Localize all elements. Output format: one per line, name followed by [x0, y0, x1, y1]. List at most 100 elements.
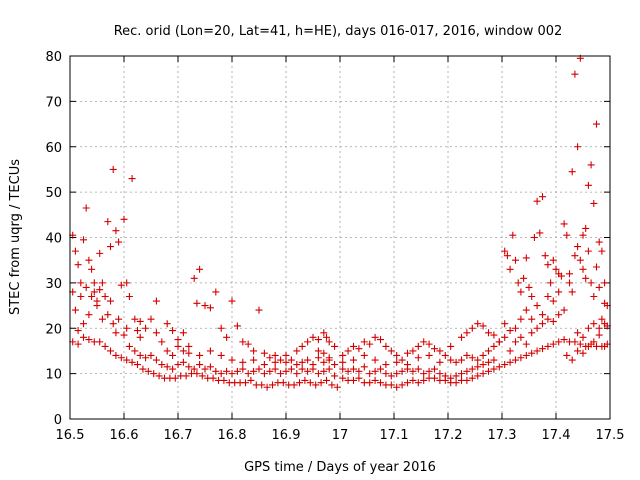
data-point: [74, 327, 82, 335]
data-point: [206, 363, 214, 371]
data-point: [217, 324, 225, 332]
data-point: [263, 383, 271, 391]
data-point: [409, 376, 417, 384]
data-point: [490, 356, 498, 364]
data-point: [185, 363, 193, 371]
data-point: [584, 181, 592, 189]
data-point: [549, 340, 557, 348]
data-point: [115, 315, 123, 323]
data-point: [296, 379, 303, 387]
data-point: [82, 204, 90, 212]
data-point: [371, 356, 379, 364]
data-point: [522, 340, 530, 348]
data-point: [393, 358, 401, 366]
data-point: [552, 265, 560, 273]
data-point: [255, 365, 263, 373]
data-point: [371, 367, 379, 375]
data-point: [193, 370, 201, 378]
data-point: [447, 356, 455, 364]
data-point: [98, 315, 106, 323]
data-point: [277, 356, 285, 364]
data-point: [377, 336, 384, 344]
data-point: [71, 306, 79, 314]
data-point: [598, 247, 606, 255]
data-point: [185, 342, 193, 350]
data-point: [128, 358, 136, 366]
data-point: [88, 292, 96, 300]
data-point: [217, 370, 225, 378]
data-point: [147, 315, 155, 323]
data-point: [501, 361, 509, 369]
data-point: [104, 218, 112, 226]
data-point: [593, 263, 600, 271]
data-point: [239, 338, 247, 346]
data-point: [431, 345, 438, 353]
data-point: [309, 361, 317, 369]
data-point: [136, 333, 144, 341]
data-point: [595, 238, 603, 246]
data-point: [112, 329, 120, 337]
data-point: [452, 358, 460, 366]
data-point: [244, 340, 252, 348]
data-point: [320, 367, 328, 375]
data-point: [539, 345, 546, 353]
data-point: [590, 292, 598, 300]
data-point: [242, 379, 249, 387]
x-tick-label: 16.9: [272, 428, 301, 443]
data-point: [582, 224, 590, 232]
data-point: [590, 199, 598, 207]
data-point: [96, 249, 104, 257]
data-point: [398, 367, 406, 375]
data-point: [485, 329, 492, 337]
data-point: [298, 342, 306, 350]
data-point: [485, 367, 492, 375]
data-point: [441, 351, 449, 359]
data-point: [228, 370, 236, 378]
data-point: [314, 370, 322, 378]
data-point: [517, 315, 525, 323]
data-point: [125, 292, 133, 300]
data-point: [458, 333, 465, 341]
data-point: [452, 372, 460, 380]
data-point: [479, 322, 487, 330]
data-point: [123, 356, 131, 364]
data-point: [468, 324, 476, 332]
data-point: [436, 347, 444, 355]
data-point: [404, 349, 411, 357]
data-point: [522, 351, 530, 359]
data-point: [77, 279, 85, 287]
data-point: [598, 315, 606, 323]
data-point: [547, 279, 555, 287]
data-point: [190, 365, 198, 373]
data-point: [128, 175, 136, 183]
data-point: [147, 351, 155, 359]
data-point: [325, 354, 333, 362]
data-point: [574, 329, 582, 337]
data-point: [520, 274, 528, 282]
data-point: [468, 354, 476, 362]
data-point: [425, 351, 433, 359]
data-point: [557, 272, 565, 280]
data-point: [320, 329, 328, 337]
data-point: [196, 351, 204, 359]
data-point: [490, 342, 498, 350]
data-point: [85, 336, 93, 344]
data-point: [339, 365, 347, 373]
chart-title: Rec. orid (Lon=20, Lat=41, h=HE), days 0…: [114, 24, 563, 39]
data-point: [574, 243, 582, 251]
data-point: [584, 342, 592, 350]
data-point: [360, 363, 368, 371]
data-point: [528, 315, 536, 323]
data-point: [139, 365, 147, 373]
data-point: [587, 161, 595, 169]
data-point: [104, 311, 112, 319]
data-point: [155, 372, 163, 380]
data-point: [525, 283, 533, 291]
data-point: [447, 342, 455, 350]
data-point: [298, 365, 306, 373]
x-tick-label: 17.5: [596, 428, 625, 443]
data-point: [323, 376, 330, 384]
data-point: [282, 367, 290, 375]
data-point: [377, 365, 384, 373]
data-point: [587, 279, 595, 287]
